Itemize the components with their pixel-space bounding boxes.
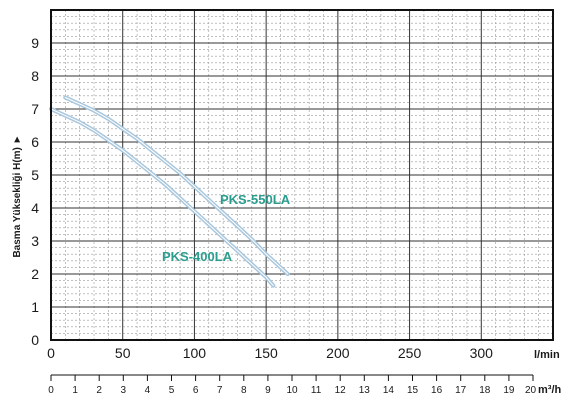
secondary-tick-label: 18 [479,385,491,396]
secondary-tick-label: 13 [359,385,371,396]
series-label: PKS-550LA [220,192,291,207]
x-tick-label: 50 [115,345,131,361]
y-tick-label: 2 [31,266,39,282]
x-tick-label: 250 [398,345,422,361]
y-tick-label: 8 [31,68,39,84]
y-tick-label: 0 [31,332,39,348]
secondary-tick-label: 10 [286,385,298,396]
y-tick-label: 1 [31,299,39,315]
x-tick-label: 200 [326,345,350,361]
curves [49,95,290,288]
secondary-axis-unit: m³/h [538,384,562,396]
secondary-tick-label: 7 [217,385,223,396]
secondary-tick-label: 14 [383,385,395,396]
secondary-tick-label: 2 [96,385,102,396]
secondary-axis: 0 1 2 3 4 5 6 7 8 9 10 11 12 13 14 15 16 17 18 19 20 m³/h [48,374,562,396]
y-tick-label: 9 [31,35,39,51]
secondary-tick-label: 8 [241,385,247,396]
y-tick-label: 6 [31,134,39,150]
grid [50,9,554,341]
labels: Basma Yüksekliği H(m) ► l/min PKS-550LA P… [12,134,560,361]
secondary-tick-label: 11 [311,385,322,396]
secondary-tick-label: 15 [407,385,419,396]
secondary-tick-label: 5 [169,385,175,396]
plot-border [50,9,554,341]
plot-frame [50,9,554,341]
x-tick-label: 0 [47,345,55,361]
y-tick-label: 3 [31,233,39,249]
y-tick-label: 4 [31,200,39,216]
secondary-tick-label: 4 [145,385,151,396]
secondary-tick-label: 20 [525,385,537,396]
x-tick-label: 100 [183,345,207,361]
x-axis-unit: l/min [534,349,560,361]
secondary-tick-label: 12 [335,385,347,396]
secondary-tick-label: 3 [121,385,127,396]
y-axis-label: Basma Yüksekliği H(m) ► [12,134,23,257]
secondary-tick-label: 0 [48,385,54,396]
x-tick-label: 300 [470,345,494,361]
x-tick-label: 150 [254,345,278,361]
y-ticks: 0 1 2 3 4 5 6 7 8 9 [31,35,39,348]
series-line-highlight [64,97,289,275]
series-line-highlight [50,108,274,287]
secondary-tick-label: 9 [265,385,271,396]
secondary-tick-label: 19 [503,385,515,396]
y-tick-label: 5 [31,167,39,183]
y-tick-label: 7 [31,101,39,117]
x-ticks: 0 50 100 150 200 250 300 [47,345,493,361]
secondary-tick-label: 16 [431,385,443,396]
secondary-tick-label: 6 [193,385,199,396]
secondary-tick-label: 1 [72,385,78,396]
secondary-tick-label: 17 [455,385,467,396]
series-label: PKS-400LA [162,249,233,264]
